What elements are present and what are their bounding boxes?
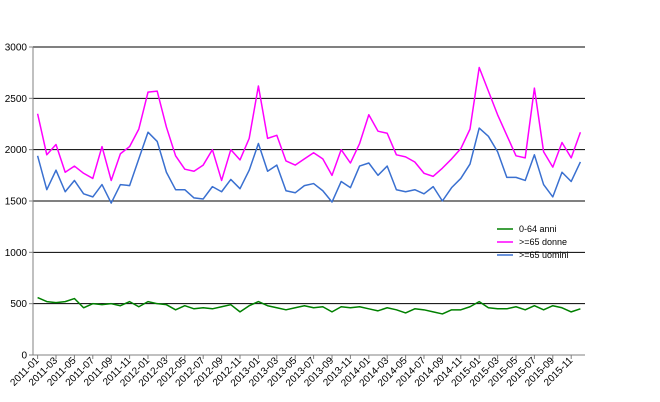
axes bbox=[29, 46, 585, 359]
y-axis-tick-labels: 0 500 1000 1500 2000 2500 3000 bbox=[5, 43, 28, 362]
series-line-1 bbox=[37, 296, 581, 315]
legend: 0-64 anni >=65 donne >=65 uomini bbox=[497, 224, 569, 260]
legend-label: >=65 uomini bbox=[519, 250, 569, 260]
series-lines bbox=[36, 66, 582, 315]
y-tick-label: 0 bbox=[21, 351, 27, 362]
series-line-3 bbox=[36, 127, 582, 204]
legend-label: >=65 donne bbox=[519, 237, 567, 247]
x-axis-tick-labels: 2011-012011-032011-052011-072011-092011-… bbox=[9, 355, 576, 389]
series-line-2 bbox=[36, 66, 582, 182]
y-tick-label: 2500 bbox=[5, 94, 28, 105]
y-tick-label: 1500 bbox=[5, 197, 28, 208]
gridlines bbox=[33, 46, 585, 305]
y-tick-label: 3000 bbox=[5, 43, 28, 54]
y-tick-label: 2000 bbox=[5, 145, 28, 156]
legend-label: 0-64 anni bbox=[519, 224, 557, 234]
y-tick-label: 1000 bbox=[5, 248, 28, 259]
y-tick-label: 500 bbox=[10, 299, 27, 310]
